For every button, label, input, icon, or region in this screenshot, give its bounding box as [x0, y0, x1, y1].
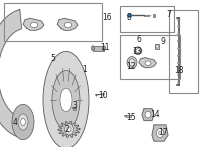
FancyBboxPatch shape [144, 15, 149, 16]
Text: 16: 16 [102, 13, 112, 22]
Polygon shape [23, 18, 44, 30]
Polygon shape [0, 10, 22, 137]
Ellipse shape [178, 81, 180, 83]
Ellipse shape [145, 111, 151, 118]
Ellipse shape [178, 62, 180, 64]
Text: 7: 7 [167, 10, 171, 19]
Ellipse shape [156, 129, 164, 137]
FancyBboxPatch shape [73, 108, 76, 110]
Ellipse shape [60, 88, 72, 112]
Ellipse shape [65, 124, 73, 135]
Ellipse shape [52, 71, 80, 129]
Polygon shape [139, 58, 156, 68]
Ellipse shape [12, 104, 34, 140]
Text: 1: 1 [83, 65, 87, 74]
Ellipse shape [178, 48, 180, 49]
Ellipse shape [43, 51, 89, 147]
Ellipse shape [30, 22, 38, 28]
Ellipse shape [91, 46, 95, 51]
Ellipse shape [136, 49, 140, 53]
Ellipse shape [129, 59, 135, 66]
Polygon shape [142, 109, 154, 121]
Ellipse shape [18, 114, 28, 130]
Ellipse shape [178, 19, 180, 21]
Text: 18: 18 [174, 66, 184, 75]
FancyBboxPatch shape [156, 45, 158, 48]
Ellipse shape [178, 74, 180, 76]
Ellipse shape [127, 14, 132, 17]
FancyBboxPatch shape [155, 44, 159, 49]
Text: 4: 4 [13, 117, 17, 127]
Ellipse shape [178, 55, 180, 57]
Text: 12: 12 [126, 62, 136, 71]
Text: 9: 9 [161, 37, 165, 46]
Ellipse shape [124, 115, 127, 117]
Text: 14: 14 [150, 110, 160, 119]
Polygon shape [58, 121, 80, 137]
Text: 11: 11 [100, 42, 110, 52]
Polygon shape [57, 18, 78, 30]
Ellipse shape [102, 46, 106, 51]
Text: 8: 8 [127, 13, 131, 22]
Text: 13: 13 [132, 47, 142, 56]
Text: 5: 5 [51, 54, 55, 63]
FancyBboxPatch shape [153, 14, 155, 17]
Ellipse shape [21, 118, 25, 126]
Text: 3: 3 [73, 101, 77, 110]
Ellipse shape [127, 57, 137, 68]
Ellipse shape [145, 61, 151, 65]
Ellipse shape [178, 26, 180, 27]
Text: 2: 2 [65, 125, 69, 134]
FancyBboxPatch shape [72, 107, 76, 108]
Polygon shape [152, 125, 168, 141]
Text: 10: 10 [98, 91, 108, 100]
Ellipse shape [67, 127, 71, 132]
Ellipse shape [64, 22, 72, 28]
Text: 15: 15 [126, 113, 136, 122]
Ellipse shape [178, 40, 180, 42]
Text: 17: 17 [158, 128, 168, 137]
Ellipse shape [178, 33, 180, 35]
FancyBboxPatch shape [126, 115, 131, 117]
FancyBboxPatch shape [93, 46, 104, 51]
Text: 6: 6 [137, 35, 141, 44]
Ellipse shape [158, 131, 162, 135]
